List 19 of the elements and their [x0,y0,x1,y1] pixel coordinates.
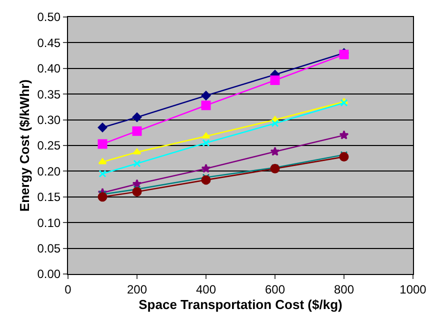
x-axis-title: Space Transportation Cost ($/kg) [138,297,342,312]
y-tick-label: 0.45 [37,36,61,50]
y-tick-label: 0.10 [37,216,61,230]
y-tick-label: 0.15 [37,190,61,204]
x-tick-label: 400 [196,282,216,296]
x-tick-label: 0 [64,282,72,296]
x-tick-label: 200 [126,282,148,296]
x-tick-label: 1000 [400,282,427,296]
x-tick-label: 600 [264,282,286,296]
y-tick-label: 0.25 [37,138,61,153]
x-tick-label: 800 [334,282,354,296]
y-tick-label: 0.35 [37,87,61,102]
y-tick-label: 0.40 [37,62,61,76]
y-tick-label: 0.00 [37,267,61,282]
y-tick-label: 0.20 [37,164,61,178]
y-tick-label: 0.50 [37,10,61,24]
y-tick-label: 0.30 [37,113,61,127]
y-tick-label: 0.05 [37,242,61,256]
y-axis-title: Energy Cost ($/kWhr) [17,79,32,212]
